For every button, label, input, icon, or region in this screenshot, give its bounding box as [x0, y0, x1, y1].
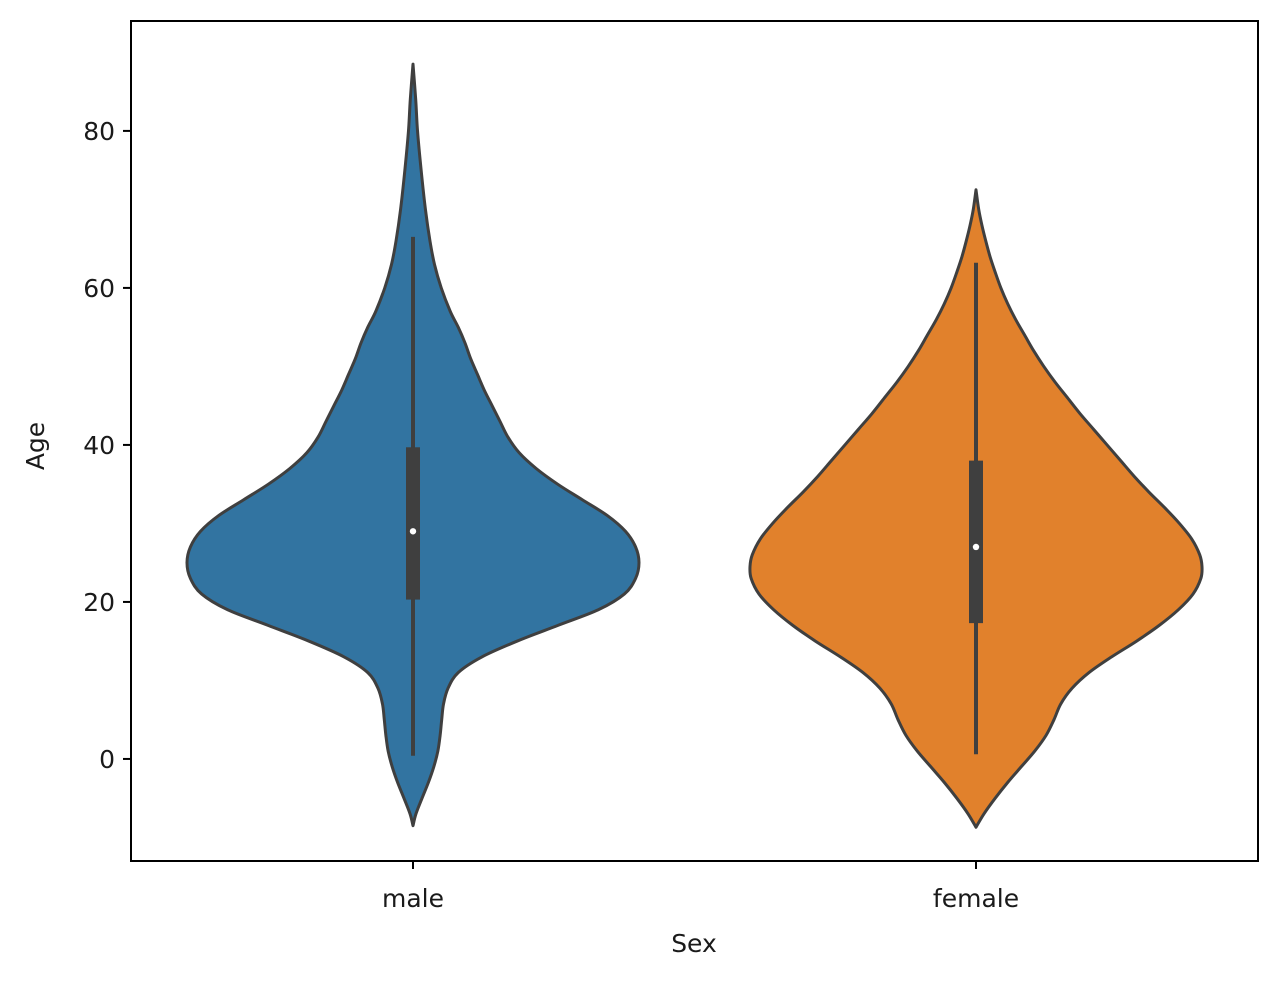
- y-tick-label: 80: [83, 117, 115, 146]
- y-axis: 0 20 40 60 80: [83, 117, 131, 774]
- y-axis-label: Age: [21, 422, 50, 470]
- iqr-box-female: [969, 460, 983, 624]
- violin-male: [185, 62, 641, 828]
- y-tick-label: 40: [83, 431, 115, 460]
- y-tick-label: 20: [83, 588, 115, 617]
- median-point-male: [409, 528, 417, 535]
- x-axis: male female: [382, 861, 1019, 913]
- iqr-box-male: [406, 447, 420, 600]
- y-tick-label: 0: [99, 745, 115, 774]
- violin-layer: [185, 62, 1204, 829]
- violin-female: [748, 188, 1204, 829]
- y-tick-label: 60: [83, 274, 115, 303]
- plot-frame: [130, 20, 1259, 862]
- x-tick-label-male: male: [382, 884, 444, 913]
- median-point-female: [972, 543, 980, 551]
- x-tick-label-female: female: [933, 884, 1019, 913]
- x-axis-label: Sex: [671, 929, 717, 958]
